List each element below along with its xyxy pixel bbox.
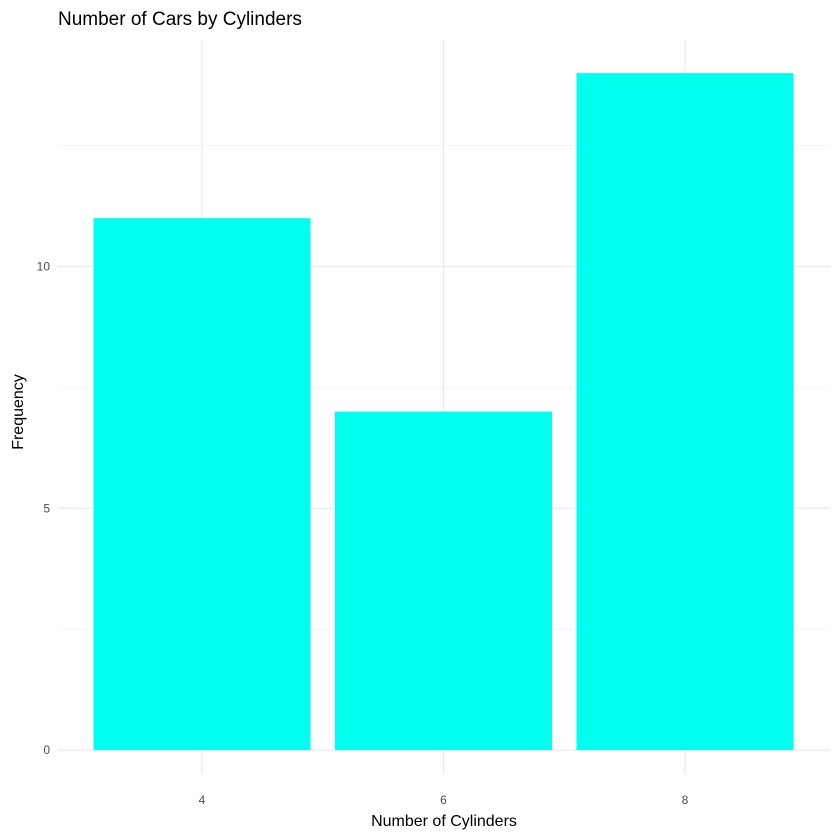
y-tick-label: 5 — [43, 501, 50, 515]
x-tick-label: 4 — [199, 793, 206, 807]
x-axis-ticks: 4 6 8 — [199, 793, 689, 807]
bar-8 — [577, 73, 794, 750]
x-axis-title: Number of Cylinders — [371, 813, 517, 830]
y-tick-label: 10 — [37, 260, 51, 274]
y-tick-label: 0 — [43, 743, 50, 757]
y-axis-title: Frequency — [10, 374, 27, 450]
bar-6 — [335, 412, 552, 750]
x-tick-label: 8 — [682, 793, 689, 807]
y-axis-ticks: 0 5 10 — [37, 260, 51, 758]
chart-title: Number of Cars by Cylinders — [58, 9, 302, 30]
bar-4 — [94, 218, 311, 750]
x-tick-label: 6 — [440, 793, 447, 807]
